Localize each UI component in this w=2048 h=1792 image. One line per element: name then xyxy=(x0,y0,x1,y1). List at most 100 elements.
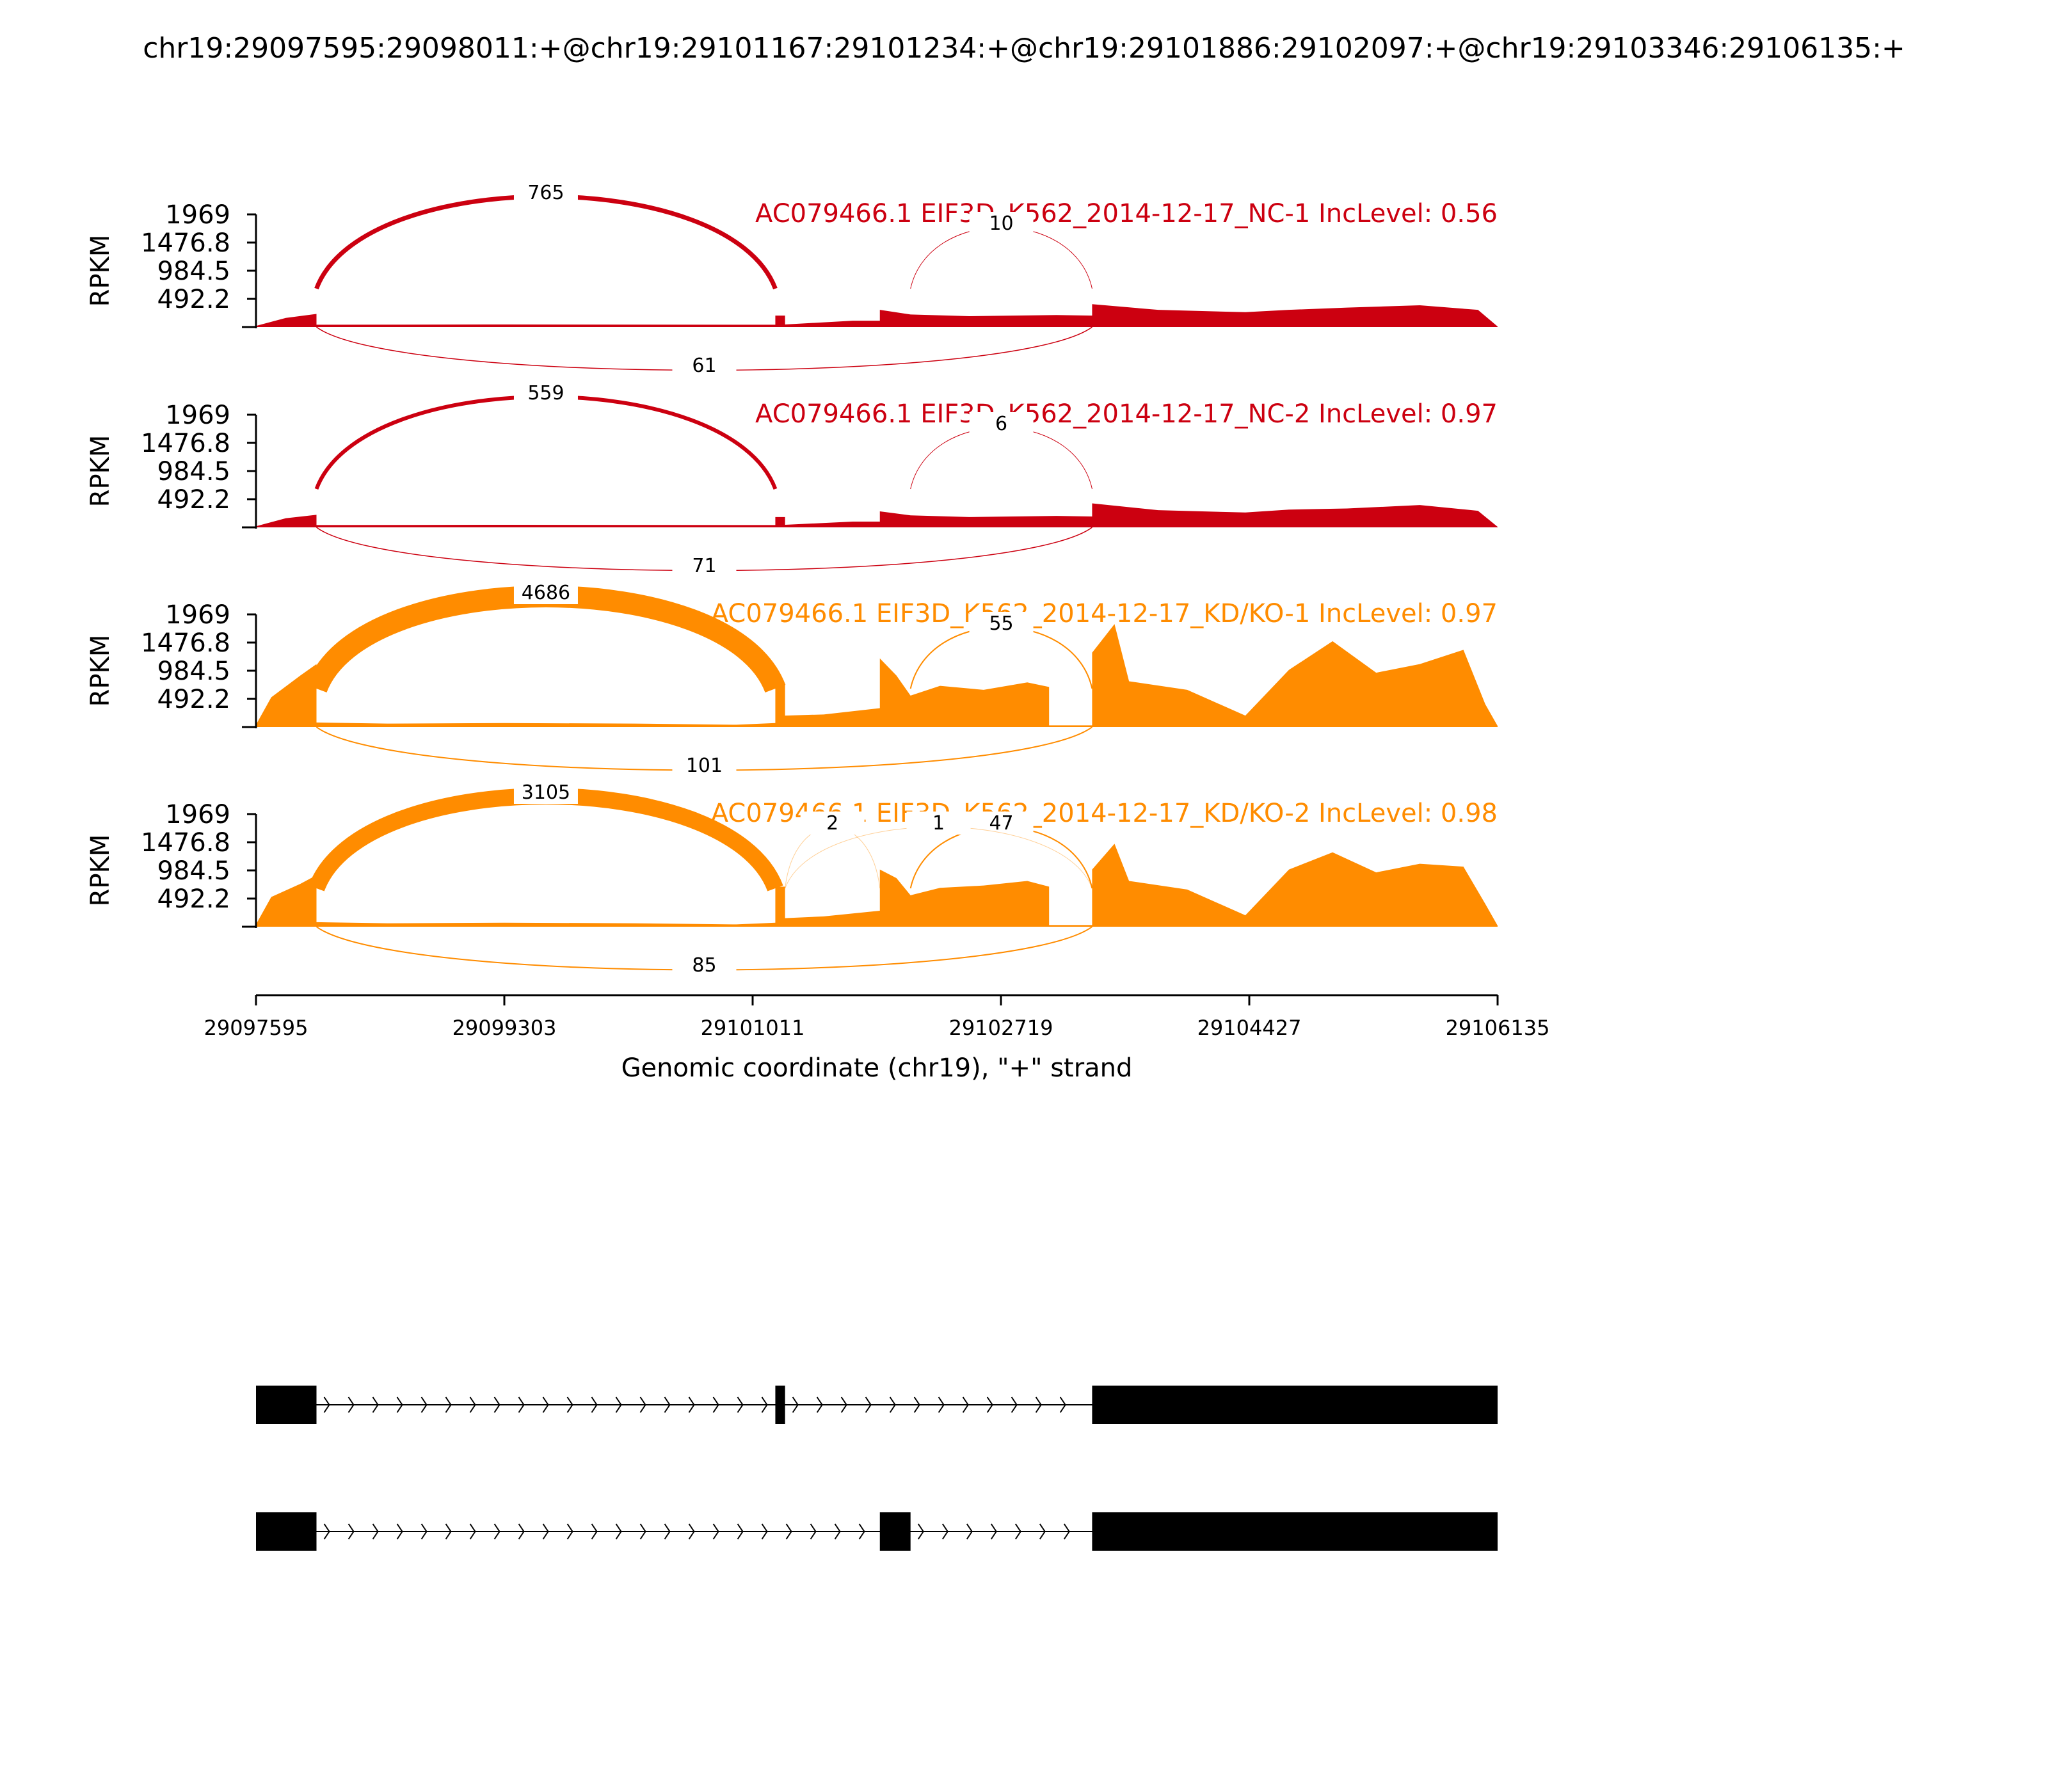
strand-arrow xyxy=(518,1396,525,1413)
y-tick-label: 1969 xyxy=(165,600,230,630)
junction-label-bg xyxy=(672,554,737,577)
strand-arrow xyxy=(518,1523,525,1540)
junction-label-bg xyxy=(969,212,1034,235)
strand-arrow xyxy=(792,1396,799,1413)
y-tick-label: 1969 xyxy=(165,401,230,430)
junction-count: 61 xyxy=(692,355,716,377)
strand-arrow xyxy=(1059,1396,1066,1413)
strand-arrow xyxy=(372,1523,379,1540)
strand-arrow xyxy=(737,1523,744,1540)
strand-arrow xyxy=(615,1523,622,1540)
strand-arrow xyxy=(834,1523,841,1540)
y-tick-label: 984.5 xyxy=(157,457,230,486)
y-tick-label: 1476.8 xyxy=(141,628,230,658)
y-axis-label: RPKM xyxy=(86,435,115,508)
strand-arrow xyxy=(1035,1396,1042,1413)
junction-label-bg xyxy=(969,412,1034,435)
junction-count: 71 xyxy=(692,555,716,577)
strand-arrow xyxy=(688,1523,695,1540)
junction-count: 2 xyxy=(826,812,838,835)
strand-arrow xyxy=(445,1523,452,1540)
coverage-area xyxy=(256,844,1498,927)
strand-arrow xyxy=(542,1523,549,1540)
coverage-area xyxy=(256,624,1498,727)
strand-arrow xyxy=(761,1523,768,1540)
strand-arrow xyxy=(858,1523,865,1540)
strand-arrow xyxy=(323,1396,330,1413)
junction-label-bg xyxy=(513,381,578,404)
junction-label-bg xyxy=(969,612,1034,635)
junction-label-bg xyxy=(672,954,737,977)
strand-arrow xyxy=(889,1396,896,1413)
strand-arrow xyxy=(941,1523,948,1540)
junction-label-bg xyxy=(800,812,865,835)
y-tick-label: 1969 xyxy=(165,200,230,230)
y-axis-label: RPKM xyxy=(86,835,115,907)
junction-count: 55 xyxy=(989,612,1013,635)
x-axis: 29097595 29099303 29101011 29102719 29104427… xyxy=(204,994,1550,1040)
strand-arrow xyxy=(816,1396,823,1413)
y-tick-label: 492.2 xyxy=(157,485,230,515)
junction-count: 3105 xyxy=(522,781,570,804)
junction-count: 10 xyxy=(989,212,1013,235)
strand-arrow xyxy=(1039,1523,1046,1540)
strand-arrow xyxy=(420,1396,428,1413)
strand-arrow xyxy=(469,1396,476,1413)
junction-label-bg xyxy=(672,354,737,377)
strand-arrow xyxy=(566,1523,573,1540)
exon-block xyxy=(256,1512,317,1551)
isoform-2 xyxy=(256,1512,1498,1551)
panel-label: AC079466.1 EIF3D_K562_2014-12-17_NC-2 In… xyxy=(755,399,1498,429)
strand-arrow xyxy=(664,1523,671,1540)
junction-count: 4686 xyxy=(522,582,570,604)
junction-label-bg xyxy=(513,581,578,604)
strand-arrow xyxy=(1014,1523,1021,1540)
y-tick-label: 984.5 xyxy=(157,657,230,686)
junction-label-bg xyxy=(672,754,737,777)
exon-block xyxy=(256,1386,317,1424)
y-tick-label: 1476.8 xyxy=(141,228,230,258)
strand-arrow xyxy=(591,1523,598,1540)
isoform-track xyxy=(256,1386,1498,1551)
isoform-1 xyxy=(256,1386,1498,1424)
strand-arrow xyxy=(348,1523,355,1540)
strand-arrow xyxy=(913,1396,920,1413)
strand-arrow xyxy=(372,1396,379,1413)
x-tick-label: 29097595 xyxy=(204,1016,308,1040)
strand-arrow xyxy=(712,1523,719,1540)
strand-arrow xyxy=(761,1396,768,1413)
x-tick-label: 29106135 xyxy=(1446,1016,1550,1040)
coverage-area xyxy=(256,503,1498,527)
strand-arrow xyxy=(962,1396,969,1413)
strand-arrow xyxy=(865,1396,872,1413)
strand-arrow xyxy=(917,1523,924,1540)
strand-arrow xyxy=(469,1523,476,1540)
exon-block xyxy=(775,1386,785,1424)
strand-arrow xyxy=(1063,1523,1070,1540)
junction-label-bg xyxy=(906,812,971,835)
y-axis-label: RPKM xyxy=(86,635,115,707)
strand-arrow xyxy=(737,1396,744,1413)
junction-count: 559 xyxy=(527,382,564,404)
strand-arrow xyxy=(966,1523,973,1540)
strand-arrow xyxy=(348,1396,355,1413)
y-tick-label: 492.2 xyxy=(157,285,230,314)
y-tick-label: 492.2 xyxy=(157,685,230,714)
x-tick-label: 29102719 xyxy=(949,1016,1053,1040)
strand-arrow xyxy=(591,1396,598,1413)
exon-block xyxy=(1092,1386,1498,1424)
junction-label-bg xyxy=(513,781,578,804)
panel-label: AC079466.1 EIF3D_K562_2014-12-17_KD/KO-1… xyxy=(711,599,1498,628)
x-axis-label: Genomic coordinate (chr19), "+" strand xyxy=(621,1053,1133,1083)
strand-arrow xyxy=(990,1523,997,1540)
junction-label-bg xyxy=(513,181,578,204)
panel-label: AC079466.1 EIF3D_K562_2014-12-17_NC-1 In… xyxy=(755,199,1498,228)
y-tick-label: 1476.8 xyxy=(141,828,230,858)
junction-count: 765 xyxy=(527,182,564,204)
strand-arrow xyxy=(615,1396,622,1413)
